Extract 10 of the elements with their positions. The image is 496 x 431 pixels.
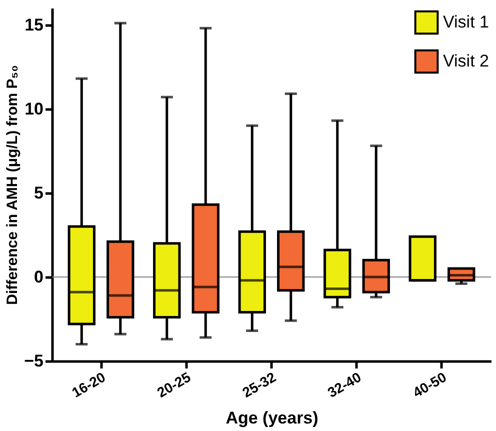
y-tick-label: 5 <box>34 183 44 202</box>
x-axis-title: Age (years) <box>226 408 318 428</box>
y-axis-title: Difference in AMH (μg/L) from P₅₀ <box>4 65 22 305</box>
x-tick-label: 40-50 <box>410 368 450 401</box>
y-tick-label: 0 <box>34 267 44 286</box>
y-tick-label: 10 <box>24 99 44 118</box>
legend-label: Visit 2 <box>443 52 489 70</box>
y-tick-label: 15 <box>24 15 44 34</box>
y-tick-label: −5 <box>24 352 44 370</box>
legend-label: Visit 1 <box>443 12 489 32</box>
